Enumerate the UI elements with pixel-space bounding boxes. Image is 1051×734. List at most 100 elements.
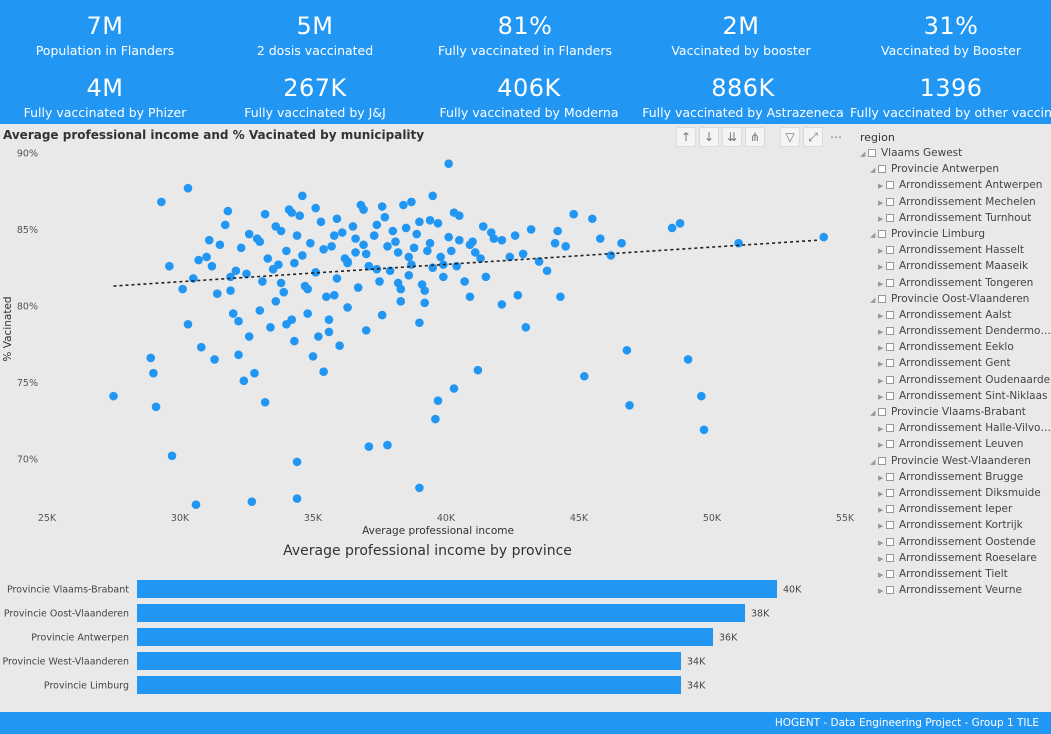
slicer-arrondissement[interactable]: ▶ Arrondissement Diksmuide [860, 485, 1051, 501]
slicer-province[interactable]: ◢ Provincie Vlaams-Brabant [860, 404, 1051, 420]
checkbox[interactable] [886, 278, 894, 287]
scatter-point[interactable] [303, 309, 312, 318]
scatter-point[interactable] [263, 254, 273, 263]
scatter-point[interactable] [518, 249, 528, 259]
scatter-point[interactable] [377, 202, 387, 211]
expand-arrow-icon[interactable]: ▶ [878, 311, 884, 320]
scatter-point[interactable] [433, 396, 443, 406]
scatter-point[interactable] [327, 241, 336, 251]
collapse-arrow-icon[interactable]: ◢ [870, 230, 876, 239]
scatter-point[interactable] [423, 246, 432, 256]
kpi-population[interactable]: 7M Population in Flanders [0, 12, 210, 59]
checkbox[interactable] [886, 310, 894, 319]
scatter-point[interactable] [425, 238, 435, 248]
slicer-arrondissement[interactable]: ▶ Arrondissement Tielt [860, 566, 1051, 582]
slicer-arrondissement[interactable]: ▶ Arrondissement Leuven [860, 436, 1051, 452]
scatter-point[interactable] [183, 183, 193, 193]
checkbox[interactable] [886, 375, 894, 384]
scatter-point[interactable] [290, 336, 299, 346]
expand-arrow-icon[interactable]: ▶ [878, 570, 884, 579]
collapse-arrow-icon[interactable]: ◢ [870, 166, 876, 175]
scatter-point[interactable] [526, 225, 536, 234]
collapse-arrow-icon[interactable]: ◢ [870, 457, 876, 466]
scatter-point[interactable] [252, 234, 262, 243]
scatter-point[interactable] [255, 306, 265, 315]
scatter-point[interactable] [228, 309, 238, 318]
filter-icon[interactable]: ▽ [780, 127, 800, 147]
scatter-point[interactable] [697, 391, 706, 401]
scatter-point[interactable] [223, 206, 233, 216]
scatter-point[interactable] [383, 241, 392, 251]
scatter-point[interactable] [356, 200, 366, 210]
slicer-region[interactable]: ◢ Vlaams Gewest [860, 145, 1051, 161]
scatter-point[interactable] [425, 215, 435, 225]
scatter-point[interactable] [455, 235, 464, 245]
scatter-point[interactable] [819, 232, 829, 242]
scatter-point[interactable] [505, 252, 515, 262]
scatter-point[interactable] [220, 220, 230, 230]
scatter-point[interactable] [521, 323, 531, 332]
checkbox[interactable] [878, 165, 886, 174]
scatter-point[interactable] [282, 319, 291, 329]
slicer-arrondissement[interactable]: ▶ Arrondissement Halle-Vilvoo... [860, 420, 1051, 436]
expand-arrow-icon[interactable]: ▶ [878, 392, 884, 401]
scatter-point[interactable] [393, 248, 403, 257]
scatter-point[interactable] [271, 222, 281, 231]
scatter-chart[interactable]: 70% 75% 80% 85% 90% 25K 30K 35K 40K 45K 50K 55K Ave… [0, 140, 855, 540]
scatter-point[interactable] [404, 271, 414, 280]
expand-arrow-icon[interactable]: ▶ [878, 279, 884, 288]
scatter-point[interactable] [250, 368, 259, 378]
scatter-point[interactable] [447, 246, 456, 256]
checkbox[interactable] [886, 213, 894, 222]
scatter-point[interactable] [295, 211, 305, 220]
scatter-point[interactable] [332, 214, 342, 224]
scatter-point[interactable] [109, 391, 118, 401]
scatter-point[interactable] [375, 277, 384, 286]
more-options-icon[interactable]: ⋯ [830, 130, 842, 144]
scatter-point[interactable] [244, 332, 254, 341]
arrow-up-icon[interactable]: ↑ [676, 127, 696, 147]
kpi-booster-count[interactable]: 2M Vaccinated by booster [636, 12, 846, 59]
scatter-point[interactable] [300, 281, 310, 291]
scatter-point[interactable] [470, 248, 480, 257]
scatter-point[interactable] [415, 217, 424, 227]
scatter-point[interactable] [242, 269, 251, 279]
scatter-point[interactable] [556, 292, 565, 302]
checkbox[interactable] [886, 327, 894, 336]
kpi-two-doses[interactable]: 5M 2 dosis vaccinated [210, 12, 420, 59]
scatter-point[interactable] [319, 367, 328, 376]
expand-arrow-icon[interactable]: ▶ [878, 214, 884, 223]
scatter-point[interactable] [412, 229, 422, 239]
scatter-point[interactable] [308, 352, 318, 361]
scatter-point[interactable] [399, 200, 408, 210]
expand-arrow-icon[interactable]: ▶ [878, 198, 884, 207]
slicer-arrondissement[interactable]: ▶ Arrondissement Tongeren [860, 275, 1051, 291]
scatter-point[interactable] [372, 220, 382, 230]
slicer-arrondissement[interactable]: ▶ Arrondissement Eeklo [860, 339, 1051, 355]
bar[interactable] [137, 580, 777, 598]
scatter-point[interactable] [316, 217, 326, 227]
scatter-point[interactable] [329, 231, 339, 240]
scatter-point[interactable] [165, 261, 174, 271]
slicer-arrondissement[interactable]: ▶ Arrondissement Kortrijk [860, 517, 1051, 533]
scatter-point[interactable] [361, 326, 371, 335]
scatter-point[interactable] [550, 238, 560, 248]
scatter-point[interactable] [364, 442, 374, 451]
slicer-arrondissement[interactable]: ▶ Arrondissement Aalst [860, 307, 1051, 323]
scatter-point[interactable] [234, 350, 243, 360]
slicer-arrondissement[interactable]: ▶ Arrondissement Ieper [860, 501, 1051, 517]
scatter-point[interactable] [420, 298, 430, 308]
scatter-point[interactable] [343, 303, 352, 312]
checkbox[interactable] [878, 229, 886, 238]
scatter-point[interactable] [212, 289, 222, 298]
scatter-point[interactable] [478, 222, 488, 231]
scatter-point[interactable] [377, 310, 387, 320]
slicer-arrondissement[interactable]: ▶ Arrondissement Dendermon... [860, 323, 1051, 339]
slicer-arrondissement[interactable]: ▶ Arrondissement Gent [860, 355, 1051, 371]
scatter-point[interactable] [407, 197, 416, 207]
scatter-point[interactable] [268, 264, 278, 274]
slicer-arrondissement[interactable]: ▶ Arrondissement Brugge [860, 469, 1051, 485]
scatter-point[interactable] [388, 226, 398, 236]
scatter-point[interactable] [415, 483, 424, 493]
scatter-point[interactable] [497, 235, 507, 245]
